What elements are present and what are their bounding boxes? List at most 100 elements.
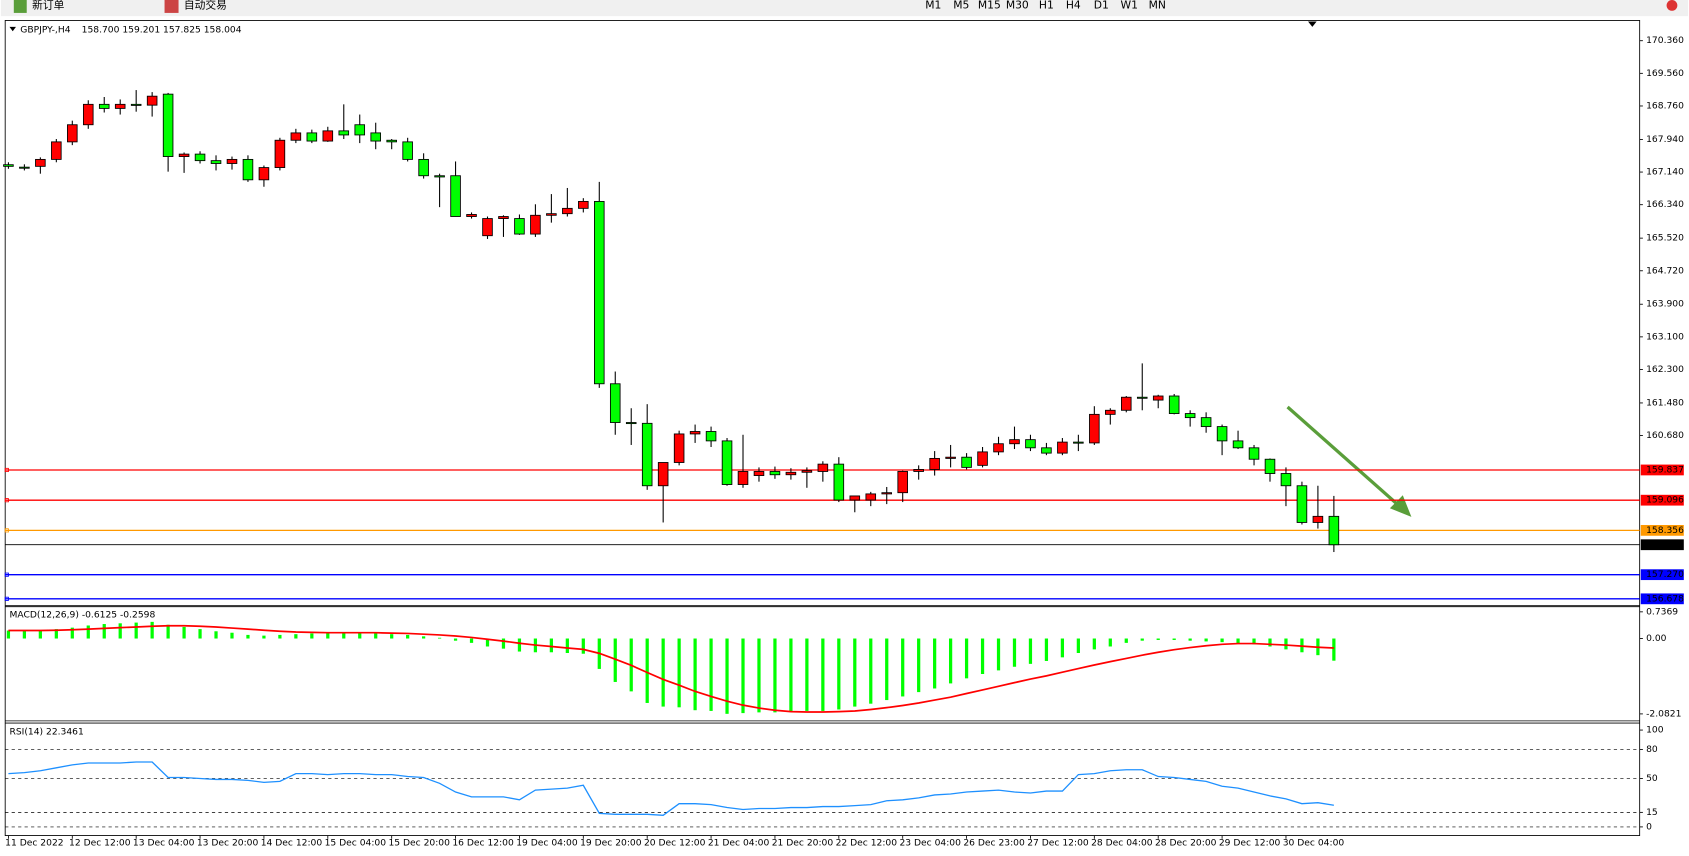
macd-bar	[166, 624, 170, 639]
period-buttons: M1 M5 M15 M30 H1 H4 D1 W1 MN	[925, 0, 1166, 11]
x-tick-label: 19 Dec 20:00	[580, 839, 642, 849]
x-tick-label: 11 Dec 2022	[5, 839, 63, 849]
macd-bar	[326, 633, 330, 639]
candle-body	[258, 167, 270, 181]
level-label-bg	[1640, 524, 1684, 536]
macd-bar	[54, 629, 58, 639]
macd-bar	[485, 638, 490, 647]
candle-body	[1136, 396, 1148, 399]
macd-bar	[1204, 638, 1208, 642]
candle-body	[625, 422, 637, 425]
macd-bar	[278, 634, 282, 639]
y-tick-label: 161.480	[1646, 398, 1684, 408]
candle-body	[1248, 447, 1260, 460]
candle-body	[226, 158, 238, 164]
alert-icon[interactable]	[1666, 0, 1678, 11]
x-tick-label: 30 Dec 04:00	[1283, 839, 1345, 849]
y-tick-label: 162.300	[1646, 365, 1684, 375]
icon[interactable]	[164, 0, 179, 13]
macd-bar	[214, 631, 218, 639]
candle-body	[210, 160, 222, 164]
macd-bar	[1060, 638, 1065, 658]
x-tick-label: 15 Dec 04:00	[325, 839, 387, 849]
macd-bar	[86, 625, 90, 639]
macd-bar	[1156, 638, 1160, 640]
candle-body	[242, 158, 254, 181]
macd-bar	[1284, 638, 1288, 650]
candle-body	[274, 139, 286, 169]
candle-body	[1009, 439, 1020, 445]
rsi-title: RSI(14) 22.3461	[9, 728, 83, 738]
macd-bar	[1108, 638, 1112, 647]
macd-bar	[789, 638, 793, 712]
period-button[interactable]: M5	[953, 0, 969, 11]
candle-body	[1025, 439, 1036, 449]
macd-bar	[1268, 638, 1272, 647]
collapse-icon[interactable]	[9, 26, 16, 32]
icon[interactable]	[13, 0, 27, 13]
macd-bar	[741, 638, 745, 714]
candle-body	[578, 200, 589, 209]
candle-body	[785, 471, 797, 476]
x-tick-label: 21 Dec 20:00	[772, 839, 834, 849]
period-button[interactable]: H4	[1066, 0, 1081, 11]
period-button[interactable]: MN	[1149, 0, 1166, 11]
macd-bar	[581, 638, 585, 654]
toolbar: 新订单 自动交易 M1 M5 M15 M30 H1 H4 D1 W1 MN	[0, 0, 1689, 17]
candle-body	[130, 103, 142, 106]
period-button[interactable]: D1	[1094, 0, 1109, 11]
candle-body	[466, 214, 477, 217]
candle-body	[609, 383, 621, 423]
y-tick-label: 50	[1646, 774, 1658, 784]
candle-body	[67, 124, 78, 143]
macd-bar	[1092, 638, 1096, 650]
candle-body	[1296, 485, 1308, 523]
macd-bar	[6, 630, 11, 639]
candle-body	[657, 462, 669, 487]
x-tick-label: 13 Dec 20:00	[197, 839, 259, 849]
level-label: 157.270	[1646, 570, 1684, 580]
candle-body	[705, 431, 717, 442]
level-label: 159.096	[1646, 496, 1684, 506]
x-tick-label: 19 Dec 04:00	[516, 839, 578, 849]
macd-bar	[182, 626, 186, 639]
macd-bar	[1012, 638, 1017, 667]
chart-title: GBPJPY-,H4	[20, 26, 70, 36]
candle-body	[3, 164, 14, 167]
y-tick-label: 167.140	[1646, 168, 1684, 178]
period-button[interactable]: M1	[925, 0, 941, 11]
macd-bar	[262, 635, 266, 639]
macd-bar	[1188, 638, 1192, 641]
macd-bar	[901, 638, 905, 697]
toolbar-button[interactable]: 新订单	[32, 0, 65, 11]
candle-body	[386, 139, 397, 143]
level-handle	[4, 498, 9, 503]
toolbar-button[interactable]: 自动交易	[184, 0, 227, 11]
macd-bar	[22, 630, 27, 639]
y-tick-label: 165.520	[1646, 234, 1684, 244]
macd-bar	[358, 632, 362, 639]
toolbar-bg	[0, 0, 1689, 17]
macd-bar	[150, 621, 154, 639]
period-button[interactable]: M15	[978, 0, 1001, 11]
level-handle	[4, 528, 9, 533]
period-button[interactable]: M30	[1006, 0, 1029, 11]
macd-bar	[374, 633, 378, 639]
candle-body	[1280, 473, 1292, 487]
candle-body	[881, 492, 893, 495]
period-button[interactable]: W1	[1121, 0, 1138, 11]
candle-body	[865, 493, 877, 501]
candle-body	[1105, 409, 1116, 415]
macd-bar	[102, 624, 106, 639]
macd-bar	[853, 638, 857, 707]
candle-body	[178, 153, 190, 157]
macd-bar	[437, 637, 442, 639]
period-button[interactable]: H1	[1039, 0, 1054, 11]
macd-bar	[453, 638, 458, 641]
candle-body	[961, 456, 972, 468]
candle-body	[1232, 440, 1244, 449]
candle-body	[146, 95, 158, 106]
candle-body	[993, 443, 1004, 453]
